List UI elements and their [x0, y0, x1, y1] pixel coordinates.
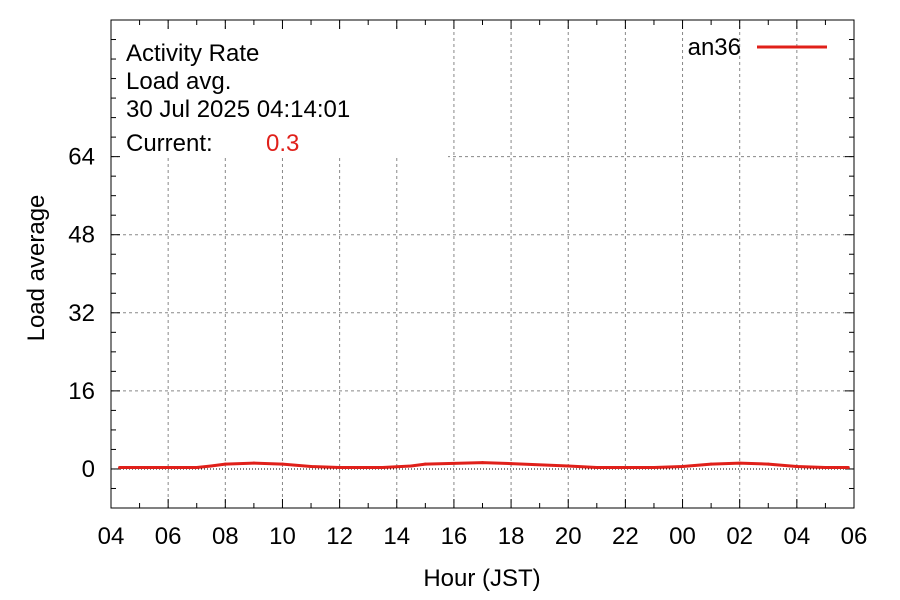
series-point — [338, 465, 342, 469]
current-label: Current: — [126, 130, 213, 157]
plot-frame — [110, 19, 855, 509]
series-point — [118, 465, 122, 469]
series-point — [595, 465, 599, 469]
x-tick-label: 20 — [555, 523, 582, 550]
x-tick-label: 12 — [326, 523, 353, 550]
series-point — [509, 462, 513, 466]
x-tick-label: 16 — [441, 523, 468, 550]
x-tick-label: 10 — [269, 523, 296, 550]
series-point — [380, 465, 384, 469]
series-point — [823, 465, 827, 469]
x-tick-labels: 04 06 08 10 12 14 16 18 20 22 00 02 04 06 — [98, 523, 868, 550]
series-point — [566, 464, 570, 468]
x-tick-label: 04 — [783, 523, 810, 550]
x-axis-label: Hour (JST) — [423, 565, 540, 592]
series-point — [195, 465, 199, 469]
x-tick-label: 14 — [383, 523, 410, 550]
series-layer — [118, 461, 850, 469]
x-tick-label: 08 — [212, 523, 239, 550]
y-tick-label: 32 — [68, 300, 95, 327]
series-point — [423, 462, 427, 466]
series-point — [846, 465, 850, 469]
x-tick-label: 06 — [155, 523, 182, 550]
x-tick-label: 02 — [726, 523, 753, 550]
x-tick-label: 18 — [498, 523, 525, 550]
title-backdrop — [118, 30, 448, 158]
y-tick-label: 48 — [68, 222, 95, 249]
chart-title-line-1: Activity Rate — [126, 40, 259, 67]
current-value: 0.3 — [266, 130, 299, 157]
legend-backdrop — [458, 30, 848, 108]
y-tick-label: 64 — [68, 144, 95, 171]
x-tick-label: 04 — [98, 523, 125, 550]
chart-title-line-2: Load avg. — [126, 68, 231, 95]
series-point — [766, 462, 770, 466]
x-tick-label: 22 — [612, 523, 639, 550]
series-point — [481, 461, 484, 465]
series-point — [795, 465, 799, 469]
y-axis-label: Load average — [23, 195, 50, 342]
y-tick-label: 16 — [68, 378, 95, 405]
series-point — [738, 461, 742, 465]
series-point — [652, 465, 656, 469]
series-point — [838, 465, 842, 469]
series-point — [223, 462, 227, 466]
y-tick-label: 0 — [82, 456, 95, 483]
chart-title-line-3: 30 Jul 2025 04:14:01 — [126, 96, 350, 123]
series-point — [681, 465, 685, 469]
series-line-an36 — [119, 461, 849, 469]
series-point — [209, 464, 213, 468]
series-point — [309, 465, 313, 469]
x-tick-label: 00 — [669, 523, 696, 550]
series-point — [280, 462, 284, 466]
series-point — [709, 462, 713, 466]
legend-label: an36 — [688, 34, 741, 61]
grid-lines — [111, 20, 854, 508]
series-point — [252, 461, 256, 465]
series-point — [409, 464, 413, 468]
y-tick-labels: 0 16 32 48 64 — [68, 144, 95, 483]
x-tick-label: 06 — [841, 523, 868, 550]
